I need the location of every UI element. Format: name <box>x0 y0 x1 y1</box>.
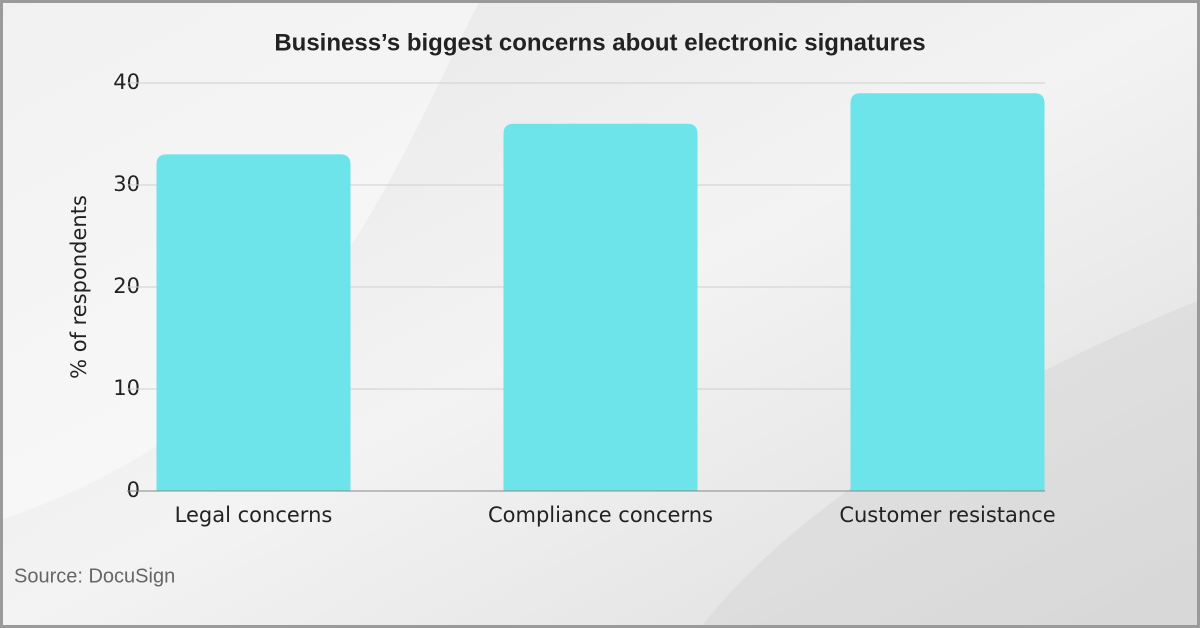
y-tick-label: 40 <box>113 70 140 94</box>
bar <box>850 93 1045 491</box>
bar <box>503 123 698 492</box>
y-tick-label: 20 <box>113 274 140 298</box>
x-tick-label: Customer resistance <box>839 503 1055 527</box>
bar <box>156 154 351 491</box>
y-tick-label: 0 <box>127 478 140 502</box>
source: Source: DocuSign <box>14 565 175 587</box>
y-axis-label: % of respondents <box>67 195 91 379</box>
chart-title: Business’s biggest concerns about electr… <box>274 29 925 56</box>
x-tick-label: Compliance concerns <box>488 503 713 527</box>
y-tick-label: 10 <box>113 376 140 400</box>
x-tick-label: Legal concerns <box>175 503 333 527</box>
y-tick-label: 30 <box>113 172 140 196</box>
